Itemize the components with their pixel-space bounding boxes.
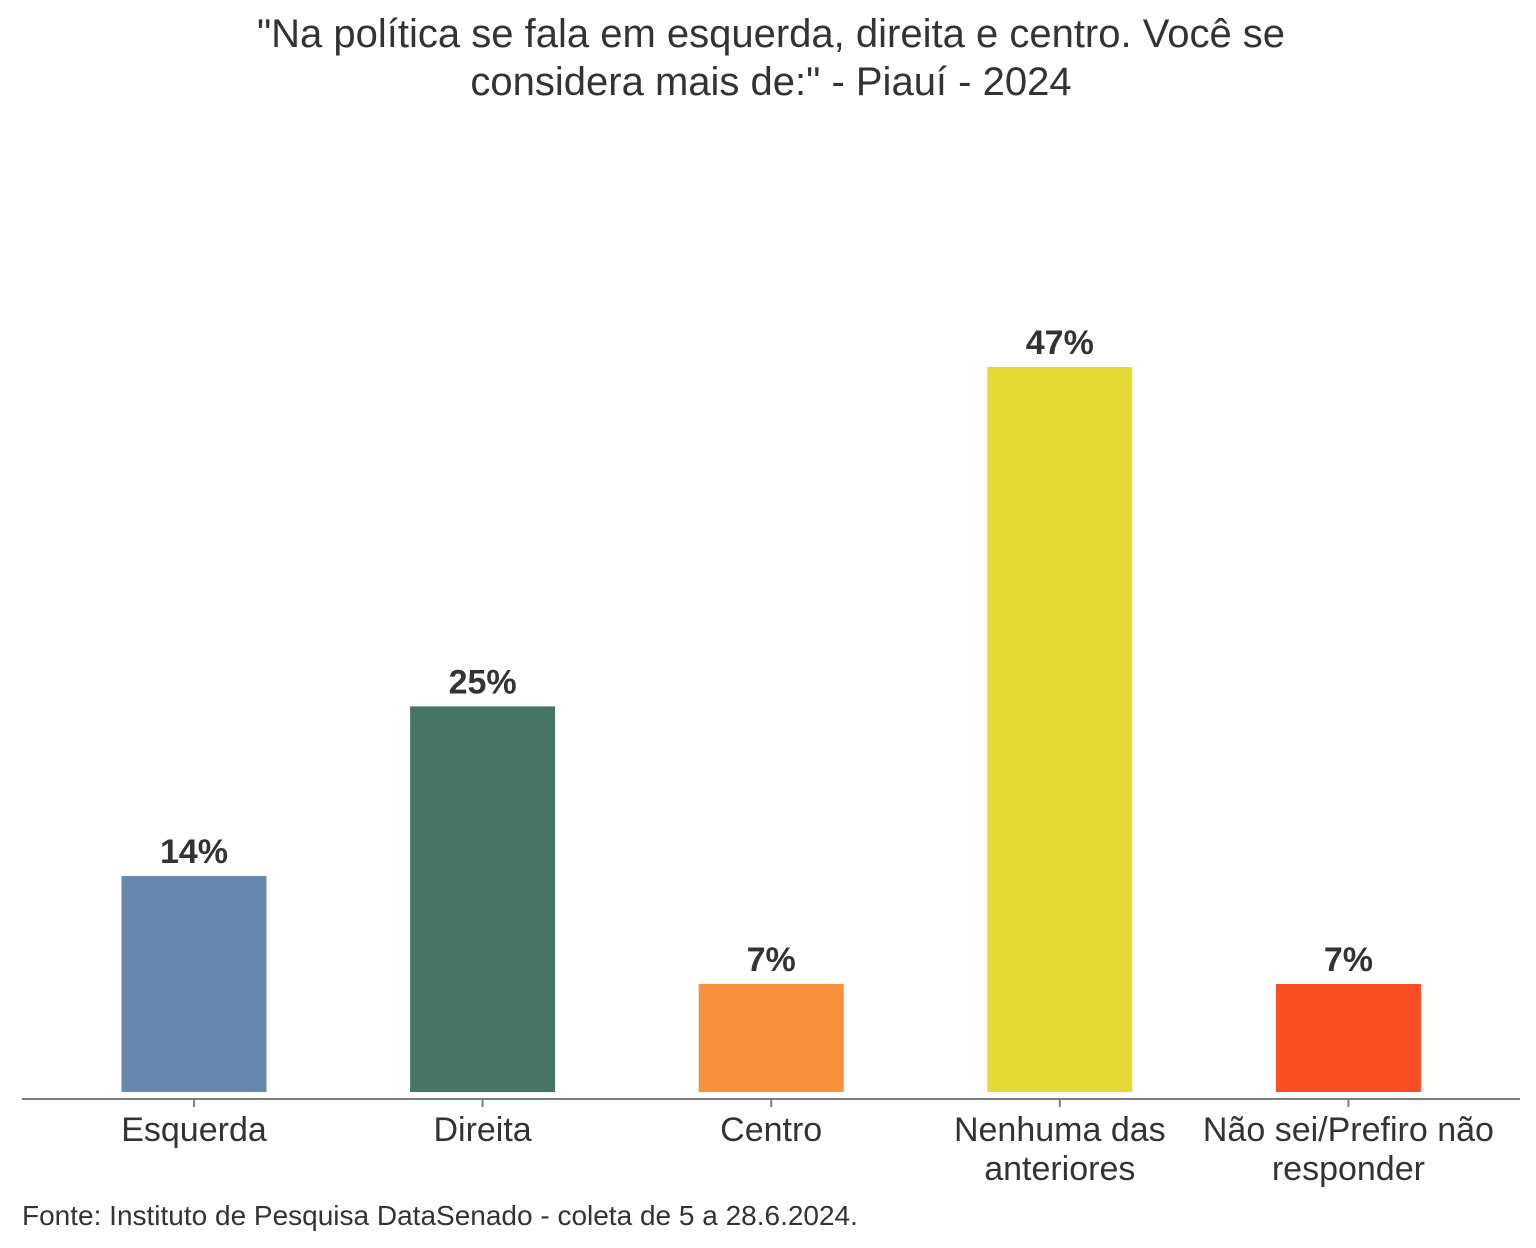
x-tick-label-4-line-2: anteriores bbox=[984, 1150, 1135, 1188]
bar-value-label-1: 14% bbox=[160, 833, 228, 871]
source-note: Fonte: Instituto de Pesquisa DataSenado … bbox=[22, 1200, 858, 1231]
x-tick-label-2-line-1: Direita bbox=[433, 1111, 531, 1149]
chart-title: "Na política se fala em esquerda, direit… bbox=[0, 10, 1536, 106]
bar-value-label-4: 47% bbox=[1026, 324, 1094, 362]
x-tick-label-4-line-1: Nenhuma das bbox=[954, 1111, 1166, 1149]
bar-value-label-2: 25% bbox=[449, 663, 517, 701]
bar-4 bbox=[987, 367, 1133, 1092]
bar-3 bbox=[698, 984, 844, 1092]
bar-value-label-5: 7% bbox=[1324, 941, 1373, 979]
chart-title-line-1: "Na política se fala em esquerda, direit… bbox=[256, 12, 1286, 56]
bar-value-label-3: 7% bbox=[747, 941, 796, 979]
x-tick-label-5-line-1: Não sei/Prefiro não bbox=[1203, 1111, 1494, 1149]
bar-1 bbox=[121, 876, 267, 1092]
chart-title-line-2: considera mais de:" - Piauí - 2024 bbox=[470, 60, 1072, 104]
x-tick-label-5-line-2: responder bbox=[1272, 1150, 1425, 1188]
bar-5 bbox=[1275, 984, 1421, 1092]
x-tick-label-1-line-1: Esquerda bbox=[121, 1111, 267, 1149]
x-tick-label-3-line-1: Centro bbox=[720, 1111, 822, 1149]
bar-2 bbox=[410, 706, 556, 1092]
